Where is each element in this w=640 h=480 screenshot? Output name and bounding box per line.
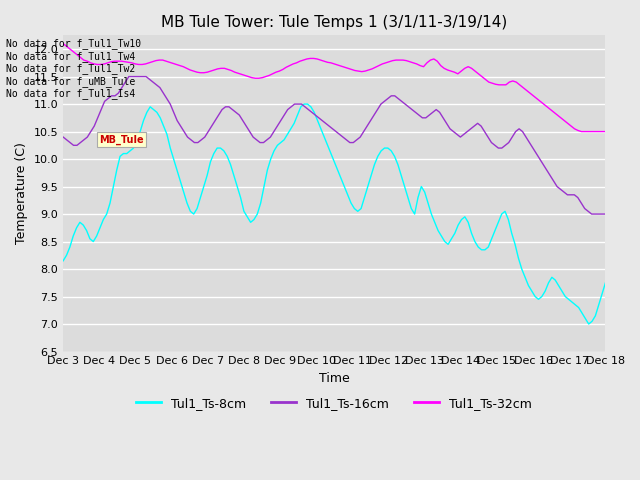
Y-axis label: Temperature (C): Temperature (C) bbox=[15, 143, 28, 244]
Legend: Tul1_Ts-8cm, Tul1_Ts-16cm, Tul1_Ts-32cm: Tul1_Ts-8cm, Tul1_Ts-16cm, Tul1_Ts-32cm bbox=[131, 392, 537, 415]
Text: No data for f_Tul1_Tw10
No data for f_Tul1_Tw4
No data for f_Tul1_Tw2
No data fo: No data for f_Tul1_Tw10 No data for f_Tu… bbox=[6, 38, 141, 99]
Title: MB Tule Tower: Tule Temps 1 (3/1/11-3/19/14): MB Tule Tower: Tule Temps 1 (3/1/11-3/19… bbox=[161, 15, 508, 30]
Text: MB_Tule: MB_Tule bbox=[99, 134, 144, 144]
X-axis label: Time: Time bbox=[319, 372, 349, 385]
